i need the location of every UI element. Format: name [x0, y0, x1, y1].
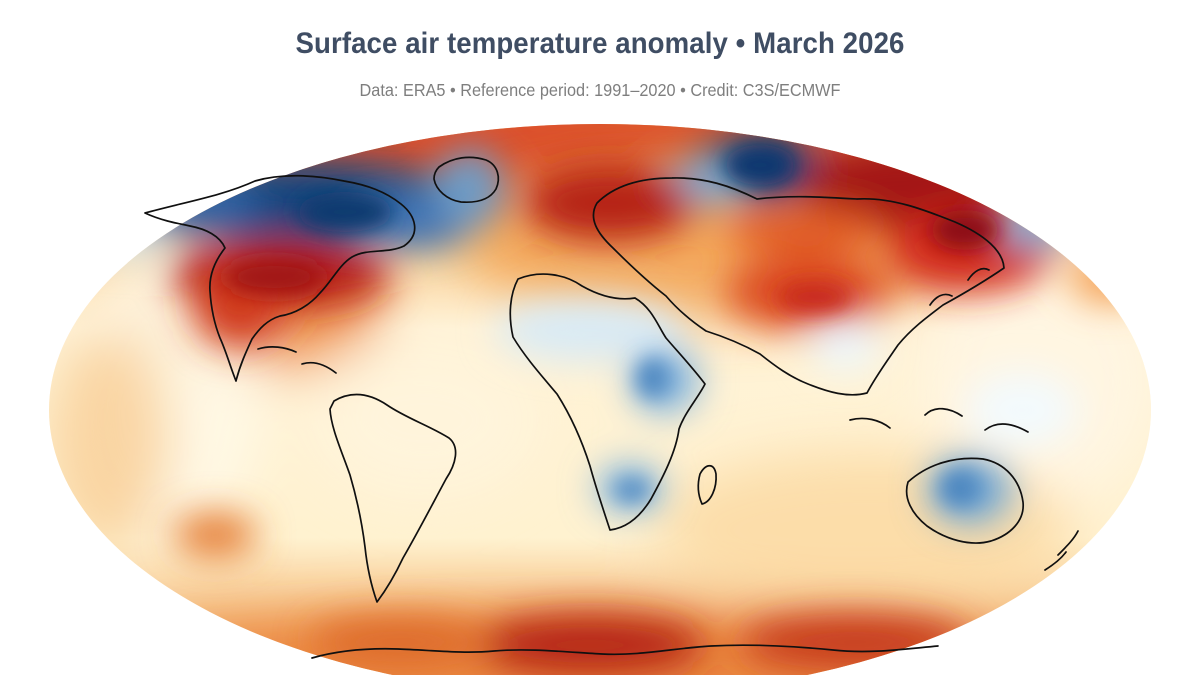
antarctica-outline	[311, 644, 939, 659]
greenland-outline	[433, 156, 500, 204]
small-anomaly-details	[224, 145, 999, 506]
japan-outline	[929, 267, 990, 306]
map-header: Surface air temperature anomaly • March …	[0, 0, 1200, 118]
anomaly-field	[49, 124, 1151, 675]
map-subtitle: Data: ERA5 • Reference period: 1991–2020…	[359, 80, 841, 100]
madagascar-outline	[697, 464, 717, 505]
south-america-outline	[329, 393, 457, 603]
australia-outline	[905, 457, 1024, 544]
new-zealand-outline	[1044, 530, 1079, 571]
map-title: Surface air temperature anomaly • March …	[295, 27, 905, 60]
southeast-asia-islands-outline	[849, 407, 1029, 433]
coastline-outlines	[144, 156, 1079, 659]
eurasia-outline	[592, 177, 1005, 396]
africa-outline	[509, 273, 706, 531]
caribbean-outline	[257, 346, 337, 374]
north-america-outline	[144, 174, 416, 382]
